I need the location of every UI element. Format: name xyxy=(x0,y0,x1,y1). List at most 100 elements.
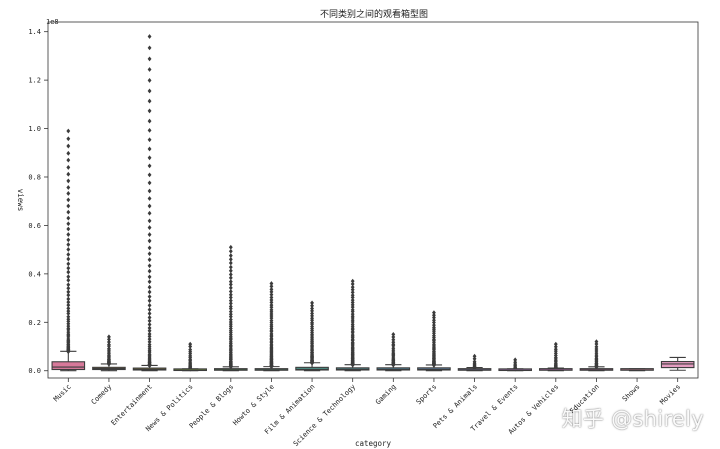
outlier-point xyxy=(269,297,274,303)
outlier-point xyxy=(228,317,233,322)
outlier-point xyxy=(228,244,233,250)
outlier-point xyxy=(350,302,355,308)
outlier-point xyxy=(391,332,396,337)
outlier-point xyxy=(66,289,71,295)
outlier-point xyxy=(66,269,71,275)
box-8 xyxy=(335,278,370,372)
outlier-point xyxy=(147,339,152,345)
outlier-point xyxy=(350,311,355,317)
outlier-point xyxy=(66,150,71,156)
box-12 xyxy=(498,357,532,372)
outlier-point xyxy=(66,226,71,232)
outlier-point xyxy=(188,347,193,353)
outlier-point xyxy=(147,328,152,334)
outlier-point xyxy=(147,88,152,94)
outlier-point xyxy=(66,265,71,271)
outlier-point xyxy=(147,118,152,124)
box-13 xyxy=(539,341,573,372)
x-tick-label: Howto & Style xyxy=(231,383,275,427)
box-7 xyxy=(295,300,329,372)
boxes-group xyxy=(51,34,695,372)
outlier-point xyxy=(228,289,233,294)
outlier-point xyxy=(432,312,436,318)
outlier-point xyxy=(147,56,152,62)
outlier-point xyxy=(228,268,233,274)
outlier-point xyxy=(391,339,396,345)
outlier-point xyxy=(432,322,436,328)
outlier-point xyxy=(147,245,152,251)
x-tick-label: Pets & Animals xyxy=(432,383,479,430)
outlier-point xyxy=(147,302,152,308)
outlier-point xyxy=(107,346,111,352)
outlier-point xyxy=(66,209,71,215)
box-9 xyxy=(376,332,411,372)
outlier-point xyxy=(269,307,274,313)
outlier-point xyxy=(66,165,71,170)
outlier-point xyxy=(228,272,233,277)
outlier-point xyxy=(147,155,152,161)
outlier-point xyxy=(391,345,396,351)
outlier-point xyxy=(553,344,558,350)
outlier-point xyxy=(553,341,558,347)
outlier-point xyxy=(147,294,152,300)
outlier-point xyxy=(66,136,71,142)
box-6 xyxy=(254,281,289,372)
box-2 xyxy=(92,334,126,372)
watermark: 知乎 @shirely xyxy=(561,407,704,431)
y-axis: 0.0 0.2 0.4 0.6 0.8 1.0 1.2 1.4 xyxy=(28,28,48,375)
box-16 xyxy=(660,356,695,371)
outlier-point xyxy=(66,296,71,302)
outlier-point xyxy=(147,34,152,39)
outlier-point xyxy=(147,274,152,280)
outlier-point xyxy=(147,78,152,83)
outlier-point xyxy=(228,285,233,291)
outlier-point xyxy=(228,253,233,258)
outlier-point xyxy=(147,263,152,269)
y-tick-label: 0.4 xyxy=(28,270,41,278)
outlier-point xyxy=(107,342,111,348)
outlier-point xyxy=(432,310,436,316)
outlier-point xyxy=(269,292,274,298)
chart-title: 不同类别之间的观看箱型图 xyxy=(320,8,428,20)
outlier-point xyxy=(310,303,314,309)
outlier-point xyxy=(147,257,152,263)
box-body xyxy=(295,366,329,371)
outlier-point xyxy=(66,261,71,267)
outlier-point xyxy=(147,284,152,290)
outlier-point xyxy=(147,232,152,237)
outlier-point xyxy=(228,256,233,262)
outlier-point xyxy=(391,337,396,343)
x-tick-label: People & Blogs xyxy=(188,383,235,430)
outlier-point xyxy=(147,180,152,186)
outlier-point xyxy=(147,218,152,224)
outlier-point xyxy=(147,172,152,178)
outlier-point xyxy=(66,128,71,134)
outlier-point xyxy=(228,311,233,317)
y-tick-label: 0.2 xyxy=(28,319,41,327)
outlier-point xyxy=(147,336,152,342)
outlier-point xyxy=(147,67,152,72)
outlier-point xyxy=(107,337,111,342)
outlier-point xyxy=(350,284,355,290)
outlier-point xyxy=(147,298,152,304)
outlier-point xyxy=(350,297,355,303)
outlier-point xyxy=(147,98,152,104)
outlier-point xyxy=(66,185,71,190)
outlier-point xyxy=(432,317,436,323)
outlier-point xyxy=(228,279,233,285)
outlier-point xyxy=(147,318,152,324)
outlier-point xyxy=(66,143,71,149)
outlier-point xyxy=(66,282,71,288)
outlier-point xyxy=(66,221,71,227)
box-5 xyxy=(214,244,248,372)
outlier-point xyxy=(147,137,152,143)
outlier-point xyxy=(228,295,233,300)
outlier-point xyxy=(513,357,518,363)
outlier-point xyxy=(269,289,274,295)
outlier-point xyxy=(310,306,314,311)
outlier-point xyxy=(66,171,71,177)
outlier-point xyxy=(66,316,71,322)
x-tick-label: Shows xyxy=(621,383,642,404)
outlier-point xyxy=(66,191,71,196)
